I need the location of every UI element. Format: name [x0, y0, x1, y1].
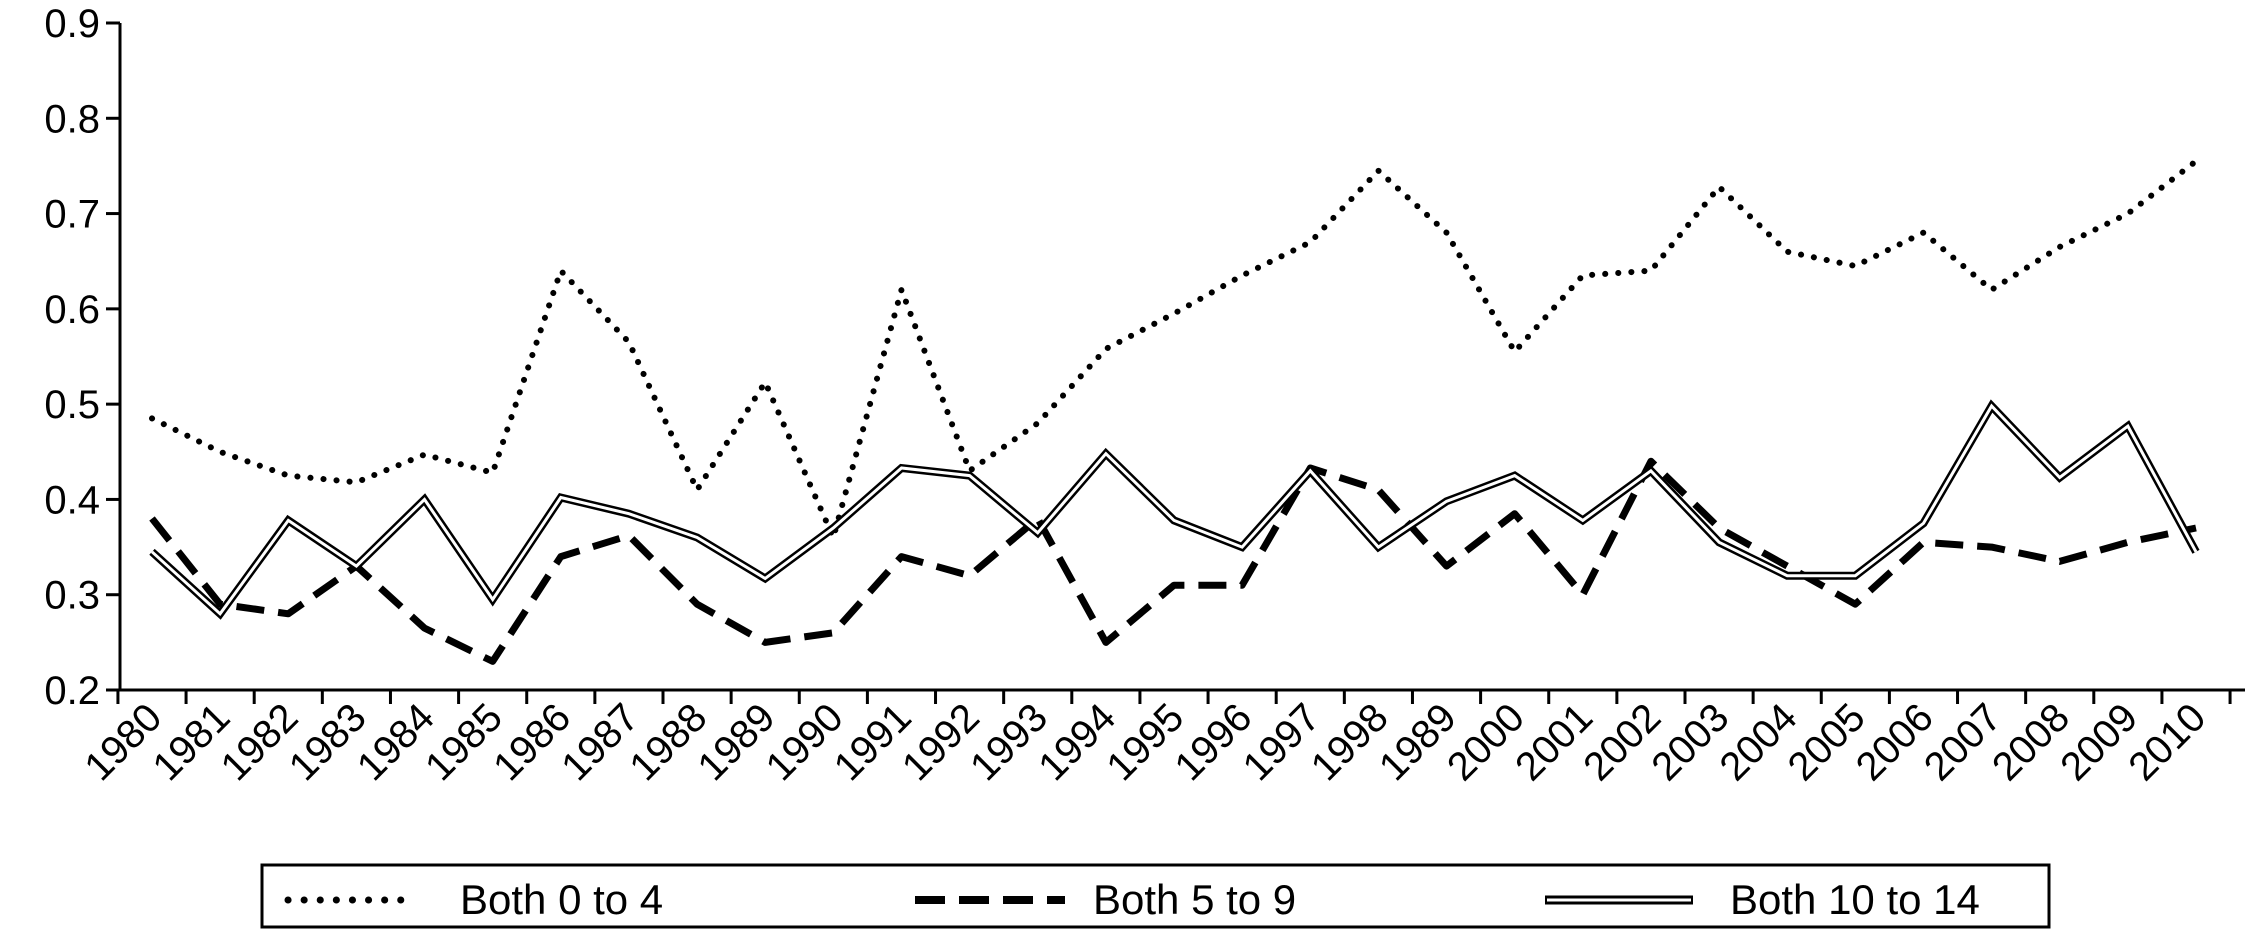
x-tick-label: 1992 [894, 695, 988, 789]
y-tick-label: 0.7 [44, 193, 100, 237]
legend-label: Both 5 to 9 [1093, 876, 1296, 923]
x-tick-label: 2007 [1916, 695, 2010, 789]
y-tick-label: 0.4 [44, 478, 100, 522]
legend-item: Both 10 to 14 [1545, 876, 1980, 923]
x-axis-ticks: 1980198119821983198419851986198719881989… [76, 690, 2232, 789]
x-tick-label: 2001 [1507, 695, 1601, 789]
y-tick-label: 0.5 [44, 383, 100, 427]
x-tick-label: 2006 [1848, 695, 1942, 789]
y-tick-label: 0.9 [44, 2, 100, 46]
chart-axes [118, 23, 2245, 692]
series-3 [149, 399, 2200, 620]
x-tick-label: 2003 [1643, 695, 1737, 789]
x-tick-label: 2008 [1984, 695, 2078, 789]
x-tick-label: 1989 [690, 695, 784, 789]
series-1 [149, 158, 2199, 541]
x-tick-label: 1989 [1371, 695, 1465, 789]
series-line [149, 457, 2197, 665]
x-tick-label: 2000 [1439, 695, 1533, 789]
x-tick-label: 2004 [1712, 695, 1806, 789]
x-tick-label: 1984 [349, 695, 443, 789]
x-tick-label: 1996 [1166, 695, 1260, 789]
x-tick-label: 2009 [2052, 695, 2146, 789]
x-tick-label: 1993 [962, 695, 1056, 789]
y-tick-label: 0.6 [44, 288, 100, 332]
series-2 [149, 457, 2197, 665]
y-tick-label: 0.8 [44, 97, 100, 141]
x-tick-label: 2010 [2120, 695, 2214, 789]
x-tick-label: 1991 [826, 695, 920, 789]
y-tick-label: 0.3 [44, 574, 100, 618]
series-lines [149, 158, 2200, 665]
legend-item: Both 0 to 4 [284, 876, 663, 923]
x-tick-label: 2005 [1780, 695, 1874, 789]
x-tick-label: 1983 [281, 695, 375, 789]
legend-label: Both 10 to 14 [1730, 876, 1980, 923]
legend-box [260, 863, 2051, 929]
x-tick-label: 1994 [1030, 695, 1124, 789]
x-tick-label: 1990 [758, 695, 852, 789]
y-axis-ticks: 0.2 0.3 0.4 0.5 0.6 0.7 0.8 0.9 [44, 2, 120, 713]
legend: Both 0 to 4 Both 5 to 9 Both 10 to 14 [260, 863, 2051, 929]
x-tick-label: 1987 [553, 695, 647, 789]
x-tick-label: 1981 [144, 695, 238, 789]
x-tick-label: 2002 [1575, 695, 1669, 789]
series-line [149, 158, 2199, 541]
x-tick-label: 1988 [621, 695, 715, 789]
x-tick-label: 1986 [485, 695, 579, 789]
y-tick-label: 0.2 [44, 669, 100, 713]
legend-item: Both 5 to 9 [915, 876, 1296, 923]
legend-label: Both 0 to 4 [460, 876, 663, 923]
x-tick-label: 1982 [213, 695, 307, 789]
x-tick-label: 1997 [1235, 695, 1329, 789]
series-line-inner [150, 403, 2198, 617]
x-tick-label: 1998 [1303, 695, 1397, 789]
x-tick-label: 1995 [1098, 695, 1192, 789]
x-tick-label: 1985 [417, 695, 511, 789]
